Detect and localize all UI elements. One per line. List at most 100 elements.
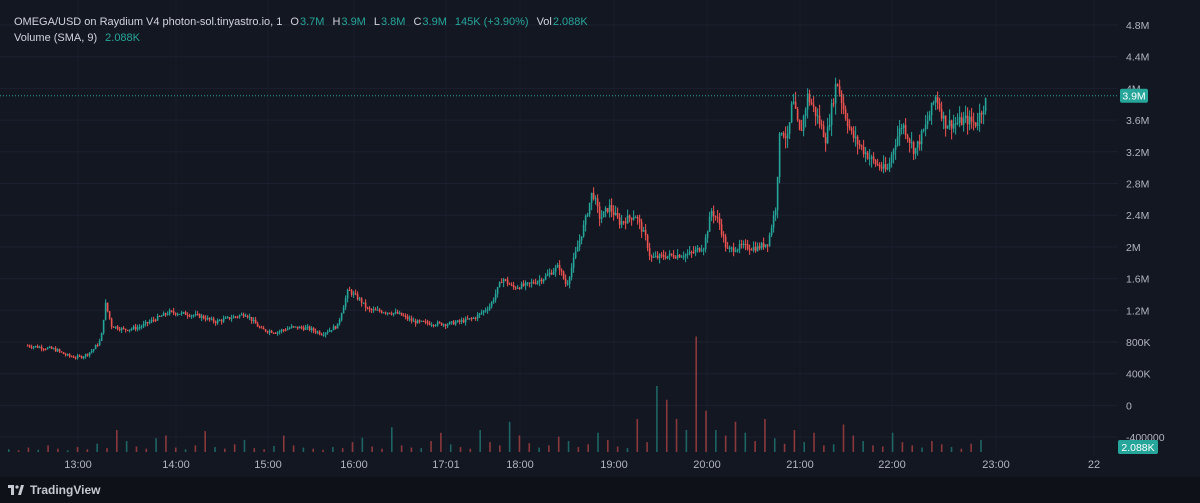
candle [186,312,189,319]
candle [238,314,241,319]
candle [28,344,31,348]
volume-bar [754,441,756,452]
candle [220,318,223,325]
candle [800,119,803,132]
candle [824,132,827,152]
candle [440,322,443,326]
candle [92,348,95,353]
candle [242,312,245,318]
candle [504,278,507,282]
candle [140,324,143,330]
candle [772,210,775,233]
candle [102,319,105,335]
candle [40,344,43,352]
candle [856,134,859,155]
candle [548,268,551,278]
volume-bar [155,438,157,452]
candle [392,312,395,317]
candle [576,240,579,252]
volume-bar [390,427,393,452]
symbol-title[interactable]: OMEGA/USD on Raydium V4 photon-sol.tinya… [14,16,283,28]
candle [284,328,287,332]
volume-bar [852,435,855,452]
candle [952,114,955,133]
candle [156,313,159,321]
candle [736,248,739,253]
candle [532,279,535,285]
candle [672,249,675,259]
volume-bar [499,445,501,452]
candle [744,239,747,251]
candle [780,132,783,136]
candle [300,325,303,330]
candle [412,317,415,322]
candle [256,321,259,327]
candle [362,302,365,305]
volume-indicator-title[interactable]: Volume (SMA, 9) [14,32,98,44]
candle [628,214,631,223]
candle [510,282,513,287]
tradingview-logo[interactable]: TradingView [8,483,100,497]
volume-bar [17,450,20,452]
candle [594,195,597,205]
volume-bar [27,447,30,452]
candle [86,353,89,357]
y-tick-label: 0 [1126,400,1132,412]
candle [882,155,885,174]
candle [46,347,49,350]
candle [622,220,625,225]
candle [336,323,339,329]
candle [202,314,205,320]
volume-bar [400,445,403,452]
y-axis: 4.8M4.4M4M3.6M3.2M2.8M2.4M2M1.6M1.2M800K… [1126,20,1165,444]
candle [908,137,911,153]
candle [74,356,77,360]
y-tick-label: 2.8M [1126,179,1149,191]
candle [474,316,477,321]
candle [460,317,463,325]
candle [452,319,455,325]
candle [344,295,347,310]
candle [878,162,881,171]
candle [580,236,583,245]
candle [268,329,271,336]
candle [356,291,359,301]
candle [670,253,673,257]
candle [464,316,467,326]
candle [78,354,81,358]
candle [786,125,789,148]
volume-bar [734,421,737,452]
candle [210,316,213,321]
candle [692,246,695,254]
candle [570,263,573,281]
candle [152,316,155,323]
candle [522,280,525,287]
candle [388,312,391,315]
candle [876,158,879,166]
candle [404,313,407,320]
candle [932,100,935,106]
volume-bar [597,432,599,452]
candle [946,125,949,130]
candle [912,140,915,161]
candle [122,326,125,330]
candle [192,314,195,318]
volume-bar [282,435,285,452]
volume-bar [715,430,717,452]
candle [314,328,317,335]
candle [782,131,785,139]
candle [934,95,937,111]
candle [866,150,869,160]
candle [874,159,877,168]
volume-bar [371,446,373,452]
candle [396,309,399,315]
volume-bar [302,447,305,452]
candle [582,220,585,238]
candle [902,123,905,135]
candle [626,209,629,224]
candle [62,352,65,355]
volume-bar [577,447,580,452]
volume-bar [891,432,894,452]
volume-bar [66,450,69,452]
